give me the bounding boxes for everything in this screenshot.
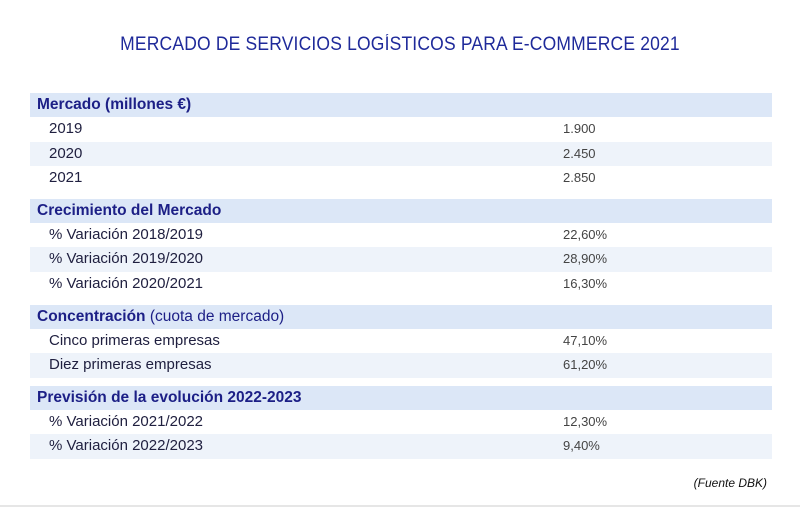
section-header-crecimiento: Crecimiento del Mercado	[30, 198, 772, 223]
table-row: % Variación 2020/2021 16,30%	[30, 272, 772, 297]
bottom-divider	[0, 505, 800, 507]
row-value: 9,40%	[563, 438, 600, 454]
source-note: (Fuente DBK)	[693, 476, 767, 490]
row-label: 2020	[49, 144, 83, 162]
page-title: MERCADO DE SERVICIOS LOGÍSTICOS PARA E-C…	[120, 34, 680, 55]
row-label: % Variación 2019/2020	[49, 250, 203, 268]
row-label: % Variación 2018/2019	[49, 225, 203, 243]
table-row: % Variación 2022/2023 9,40%	[30, 434, 772, 459]
table-row: Diez primeras empresas 61,20%	[30, 353, 772, 378]
market-table: Mercado (millones €) 2019 1.900 2020 2.4…	[30, 93, 772, 459]
row-value: 1.900	[563, 121, 596, 136]
table-row: 2019 1.900	[30, 117, 772, 142]
row-label: Diez primeras empresas	[49, 356, 212, 374]
row-label: % Variación 2021/2022	[49, 412, 203, 430]
row-value: 16,30%	[563, 275, 608, 291]
table-row: % Variación 2019/2020 28,90%	[30, 247, 772, 272]
section-header-label: Concentración	[37, 307, 146, 325]
table-row: 2020 2.450	[30, 141, 772, 167]
row-value: 28,90%	[563, 251, 608, 267]
row-label: Cinco primeras empresas	[49, 331, 220, 349]
row-label: % Variación 2022/2023	[49, 437, 203, 455]
table-row: Cinco primeras empresas 47,10%	[30, 329, 772, 354]
row-value: 12,30%	[563, 413, 608, 429]
row-value: 61,20%	[563, 357, 608, 373]
row-value: 2.850	[563, 170, 596, 186]
row-value: 22,60%	[563, 226, 608, 242]
table-row: 2021 2.850	[30, 166, 772, 191]
section-header-label: Crecimiento del Mercado	[37, 201, 222, 219]
row-value: 2.450	[563, 145, 596, 161]
row-label: 2019	[49, 120, 83, 137]
section-header-prevision: Previsión de la evolución 2022-2023	[30, 385, 772, 410]
table-row: % Variación 2021/2022 12,30%	[30, 410, 772, 435]
section-header-label: Previsión de la evolución 2022-2023	[37, 388, 302, 406]
section-header-label: Mercado (millones €)	[37, 96, 192, 113]
row-label: % Variación 2020/2021	[49, 274, 203, 292]
section-header-extra: (cuota de mercado)	[145, 307, 285, 325]
table-row: % Variación 2018/2019 22,60%	[30, 223, 772, 248]
section-header-mercado: Mercado (millones €)	[30, 93, 772, 117]
row-label: 2021	[49, 169, 83, 187]
row-value: 47,10%	[563, 332, 608, 348]
section-header-concentracion: Concentración (cuota de mercado)	[30, 304, 772, 329]
